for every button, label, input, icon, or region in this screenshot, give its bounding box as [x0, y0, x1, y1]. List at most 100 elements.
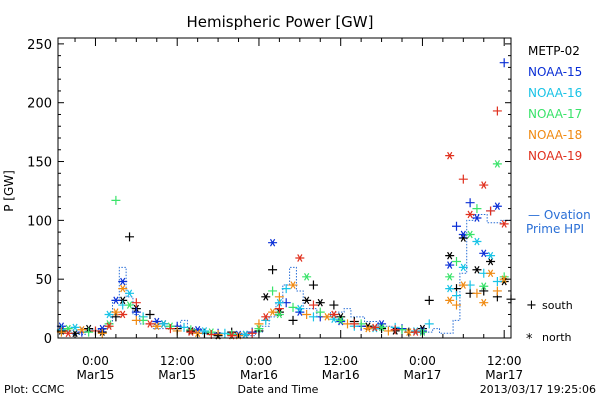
north-point [458, 263, 468, 272]
north-point [329, 310, 339, 319]
x-tick-date-label: Mar16 [240, 368, 278, 382]
x-axis-label: Date and Time [238, 383, 319, 396]
legend-entry: METP-02 [528, 44, 580, 58]
north-point [295, 304, 305, 313]
south-point [492, 286, 502, 296]
north-point [445, 296, 455, 305]
north-point [492, 202, 502, 211]
south-point [308, 312, 318, 322]
south-point [268, 265, 278, 275]
south-point [274, 292, 284, 302]
south-point [131, 307, 141, 317]
south-point [349, 319, 359, 329]
legend-entry: NOAA-17 [528, 107, 582, 121]
north-point [63, 329, 73, 338]
series-metp-02 [56, 232, 516, 340]
north-point [465, 230, 475, 239]
y-tick-label: 200 [27, 97, 52, 112]
north-point [240, 330, 250, 339]
north-point [268, 238, 278, 247]
chart-title: Hemispheric Power [GW] [187, 13, 374, 31]
series-noaa-15 [56, 58, 509, 339]
x-tick-time-label: 12:00 [323, 354, 358, 368]
north-point [465, 210, 475, 219]
south-point [206, 329, 216, 339]
north-point [261, 313, 271, 321]
credit-text: Plot: CCMC [4, 383, 65, 396]
south-point [458, 174, 468, 184]
south-point [84, 327, 94, 337]
north-point [472, 265, 482, 274]
north-point [261, 293, 271, 301]
north-point [104, 310, 114, 319]
legend-entry: NOAA-16 [528, 86, 582, 100]
north-point [97, 324, 107, 333]
south-point [472, 288, 482, 298]
south-point [452, 221, 462, 231]
north-point [274, 310, 284, 319]
timestamp-text: 2013/03/17 19:25:06 [480, 383, 596, 396]
north-point [411, 327, 421, 335]
south-point [254, 319, 264, 329]
y-tick-label: 50 [35, 273, 52, 288]
ovation-legend: — Ovation Prime HPI [526, 208, 591, 236]
y-ticks: 0 50 100 150 200 250 [27, 38, 511, 347]
y-tick-label: 150 [27, 156, 52, 171]
y-axis-label: P [GW] [2, 170, 16, 212]
south-point [302, 309, 312, 319]
north-point [70, 323, 80, 332]
north-point [295, 254, 305, 262]
south-point [111, 312, 121, 322]
north-point [254, 324, 264, 333]
south-point [452, 291, 462, 301]
north-point [152, 322, 162, 331]
north-point [492, 160, 502, 168]
north-point [363, 324, 373, 333]
north-point [193, 329, 203, 338]
north-point [104, 322, 114, 331]
north-point [302, 273, 312, 281]
south-point [220, 328, 230, 338]
north-point [411, 328, 421, 336]
north-point [479, 298, 489, 307]
ovation-legend-label-1: — Ovation [528, 208, 591, 222]
north-point [445, 251, 455, 260]
north-point [445, 261, 455, 269]
south-point [452, 257, 462, 267]
legend-entry: NOAA-15 [528, 65, 582, 79]
south-point [165, 324, 175, 334]
legend: METP-02 NOAA-15 NOAA-16 NOAA-17 NOAA-18 NOAA-… [528, 44, 582, 163]
x-tick-time-label: 0:00 [409, 354, 436, 368]
north-point [336, 317, 346, 326]
x-tick-date-label: Mar17 [403, 368, 441, 382]
x-tick-time-label: 0:00 [245, 354, 272, 368]
north-point [111, 308, 121, 316]
north-point [479, 282, 489, 291]
south-point [227, 329, 237, 339]
north-point [199, 327, 209, 335]
plus-marker-symbol: + [526, 298, 537, 313]
north-point [499, 220, 509, 228]
north-point [479, 181, 489, 189]
north-point [322, 313, 332, 321]
ovation-legend-label-2: Prime HPI [526, 222, 584, 236]
south-point [452, 300, 462, 310]
south-point [145, 309, 155, 319]
x-tick-time-label: 12:00 [487, 354, 522, 368]
series-noaa-18 [56, 269, 509, 340]
north-point [472, 237, 482, 246]
x-tick-time-label: 12:00 [160, 354, 195, 368]
north-point [159, 320, 169, 328]
south-point [131, 298, 141, 308]
north-point [370, 323, 380, 332]
south-point [315, 307, 325, 317]
y-tick-label: 250 [27, 38, 52, 53]
south-point [424, 319, 434, 329]
x-tick-date-label: Mar16 [322, 368, 360, 382]
north-point [111, 296, 121, 305]
south-point [492, 277, 502, 287]
asterisk-marker-symbol: * [526, 332, 533, 347]
marker-legend-south: south [542, 299, 573, 312]
